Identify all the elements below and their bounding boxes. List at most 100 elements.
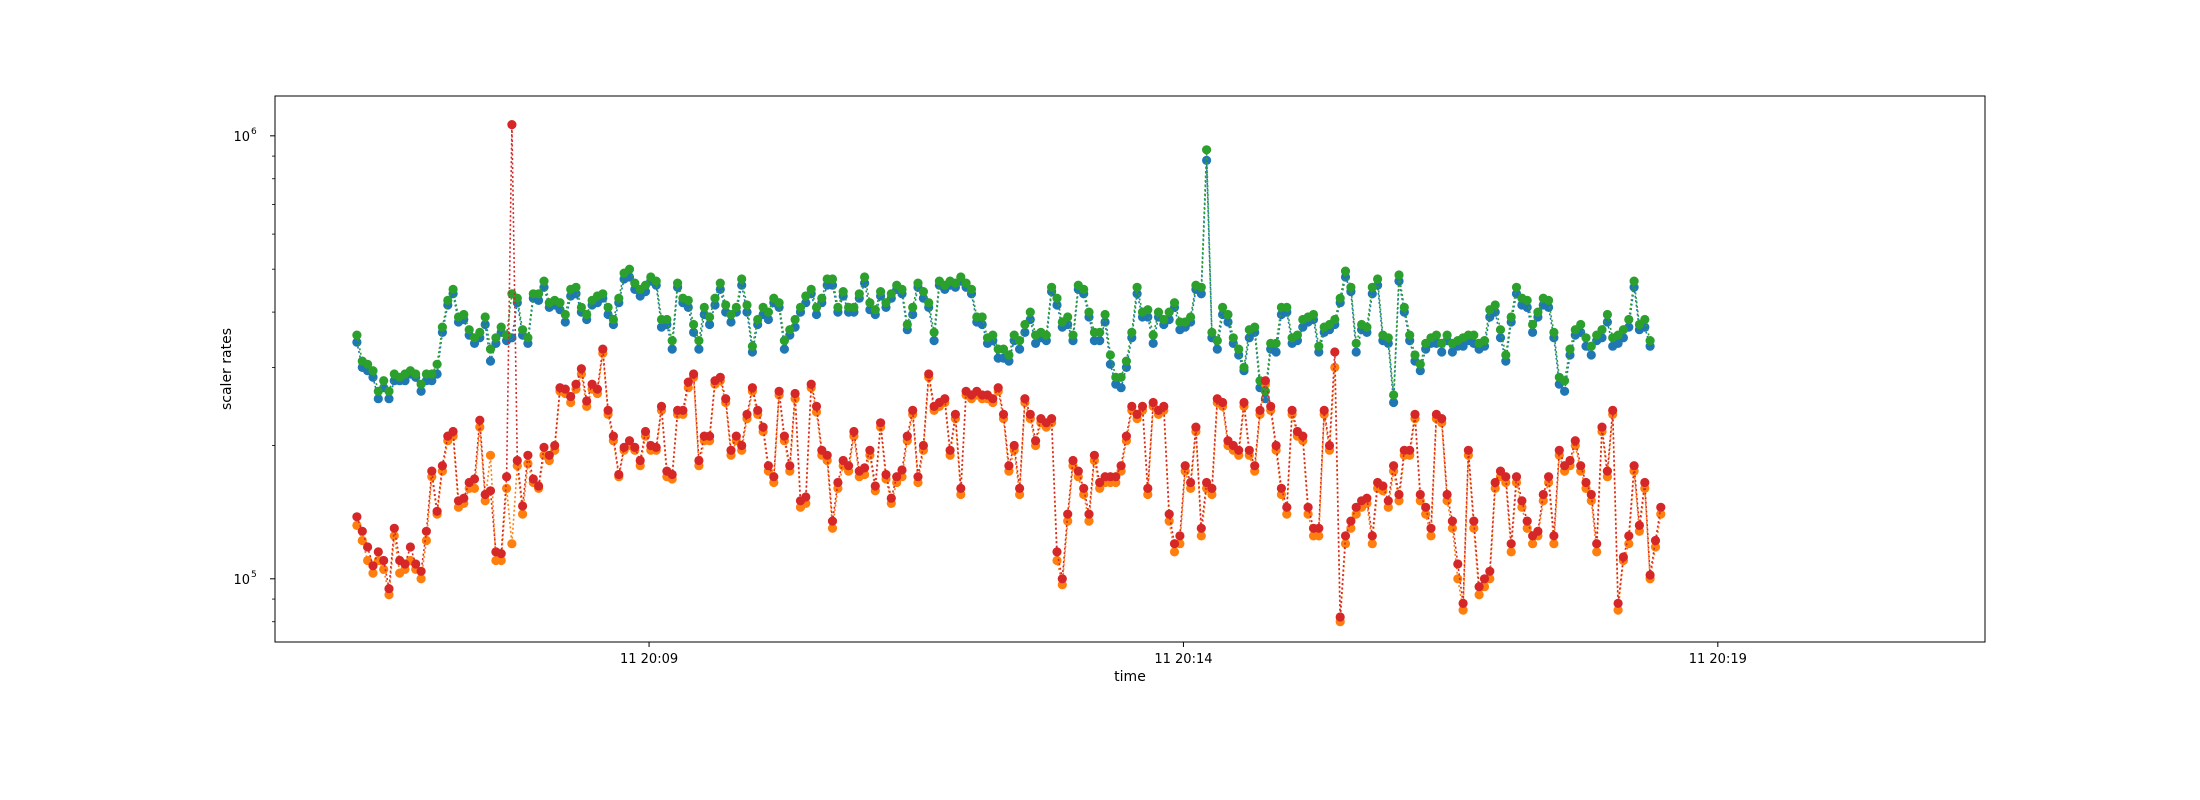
data-point [582, 396, 592, 406]
data-point [908, 309, 918, 320]
data-point [742, 307, 752, 317]
data-point [892, 472, 902, 482]
data-point [683, 377, 693, 387]
data-point [1314, 531, 1324, 541]
data-point [662, 314, 672, 325]
data-point [908, 302, 918, 312]
data-point [1544, 302, 1554, 312]
data-point [1421, 509, 1431, 519]
data-point [1335, 293, 1345, 303]
data-point [485, 486, 496, 496]
x-axis-label: time [1114, 669, 1146, 685]
data-point [485, 450, 496, 460]
data-point [1004, 461, 1014, 471]
data-point [1159, 401, 1169, 411]
data-point [1266, 401, 1276, 411]
data-point [1282, 509, 1292, 519]
data-point [603, 302, 613, 312]
data-point [1239, 397, 1249, 408]
data-point [1063, 509, 1073, 519]
data-point [550, 440, 560, 451]
data-point [630, 442, 640, 452]
data-point [774, 298, 784, 308]
data-point [1437, 347, 1447, 357]
data-point [929, 327, 939, 337]
data-point [860, 272, 870, 282]
data-point [1618, 325, 1628, 335]
data-point [1314, 341, 1324, 351]
data-point [1624, 314, 1634, 325]
data-point [1079, 483, 1089, 493]
data-point [384, 386, 394, 396]
data-point [1640, 477, 1650, 488]
data-point [416, 574, 426, 584]
data-point [1415, 496, 1425, 506]
data-point [1271, 347, 1281, 357]
data-point [534, 481, 544, 491]
data-point [1549, 327, 1559, 337]
data-point [1052, 547, 1062, 557]
data-point [1116, 383, 1126, 393]
data-point [790, 388, 800, 399]
data-point [1068, 330, 1078, 340]
data-point [886, 289, 896, 299]
data-point [694, 336, 704, 346]
data-point [998, 344, 1009, 354]
data-point [1303, 502, 1313, 512]
data-point [737, 440, 747, 451]
data-point [603, 405, 613, 415]
data-point [1613, 598, 1623, 609]
data-point [667, 344, 677, 354]
data-point [1624, 539, 1634, 549]
data-point [1511, 472, 1522, 482]
data-point [464, 325, 474, 335]
data-point [1447, 347, 1457, 357]
data-point [742, 300, 752, 310]
data-point [1207, 483, 1217, 493]
data-point [779, 431, 790, 441]
data-point [1431, 330, 1441, 340]
data-point [827, 523, 838, 533]
data-point [737, 274, 747, 284]
data-point [1137, 401, 1148, 411]
data-point [1485, 566, 1495, 576]
data-point [1260, 376, 1270, 386]
data-point [1437, 338, 1447, 348]
data-point [710, 293, 720, 303]
data-point [1495, 325, 1506, 335]
data-point [384, 394, 394, 404]
data-point [448, 284, 458, 294]
data-point [876, 418, 886, 428]
data-point [689, 369, 699, 379]
data-point [1169, 539, 1180, 549]
data-point [1153, 307, 1164, 317]
data-point [1373, 274, 1383, 284]
data-point [1025, 409, 1035, 419]
data-point [1084, 516, 1094, 526]
data-point [902, 431, 912, 441]
data-point [571, 282, 581, 292]
x-tick-label: 11 20:14 [1154, 652, 1212, 667]
data-point [945, 445, 955, 455]
data-point [518, 509, 528, 519]
data-point [1602, 466, 1612, 476]
data-point [1191, 422, 1201, 432]
data-point [1389, 461, 1399, 471]
data-point [566, 391, 576, 402]
data-point [881, 298, 891, 308]
data-point [1004, 350, 1014, 360]
data-point [998, 409, 1009, 419]
data-point [624, 264, 635, 274]
data-point [459, 493, 469, 503]
data-point [950, 409, 961, 419]
data-point [1015, 344, 1025, 354]
data-point [432, 506, 442, 516]
data-point [539, 442, 549, 452]
data-point [1506, 539, 1516, 549]
data-point [683, 295, 693, 305]
data-point [1202, 145, 1212, 155]
data-point [614, 469, 624, 480]
data-point [496, 549, 506, 559]
data-point [1340, 531, 1351, 541]
data-point [1020, 319, 1030, 330]
